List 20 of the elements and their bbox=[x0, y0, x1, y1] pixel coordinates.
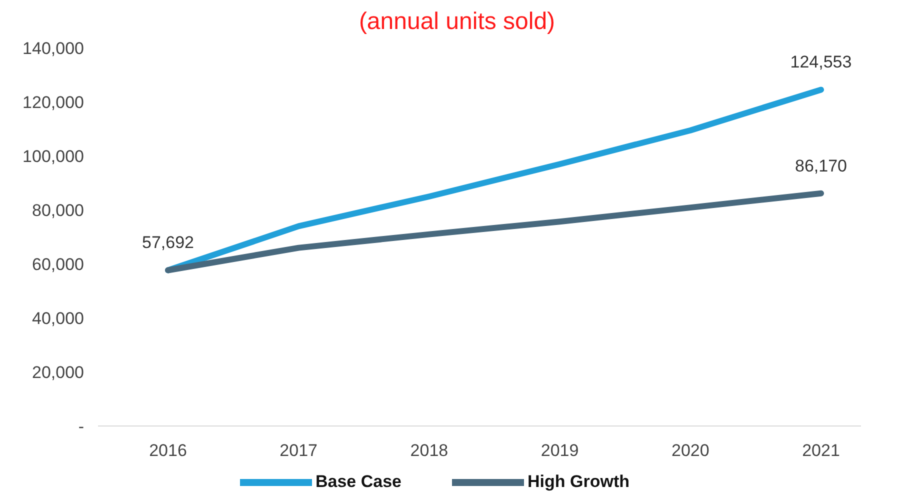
data-label: 124,553 bbox=[790, 52, 852, 72]
legend-label: Base Case bbox=[314, 472, 402, 492]
y-tick-label: 20,000 bbox=[32, 363, 84, 382]
x-tick-label: 2021 bbox=[802, 441, 840, 460]
y-tick-label: 80,000 bbox=[32, 201, 84, 220]
x-tick-label: 2017 bbox=[280, 441, 318, 460]
y-tick-label: 60,000 bbox=[32, 255, 84, 274]
legend-label: High Growth bbox=[526, 472, 630, 492]
data-label: 57,692 bbox=[142, 233, 194, 252]
data-label: 86,170 bbox=[795, 156, 847, 176]
chart-title: (annual units sold) bbox=[358, 8, 556, 36]
x-tick-label: 2020 bbox=[671, 441, 710, 460]
y-tick-label: - bbox=[78, 417, 84, 436]
y-tick-label: 40,000 bbox=[32, 309, 84, 328]
y-tick-label: 100,000 bbox=[22, 147, 84, 166]
x-tick-label: 2019 bbox=[540, 441, 579, 460]
y-tick-label: 140,000 bbox=[22, 39, 84, 58]
x-tick-label: 2018 bbox=[410, 441, 448, 460]
x-tick-label: 2016 bbox=[149, 441, 187, 460]
y-tick-label: 120,000 bbox=[22, 93, 84, 112]
